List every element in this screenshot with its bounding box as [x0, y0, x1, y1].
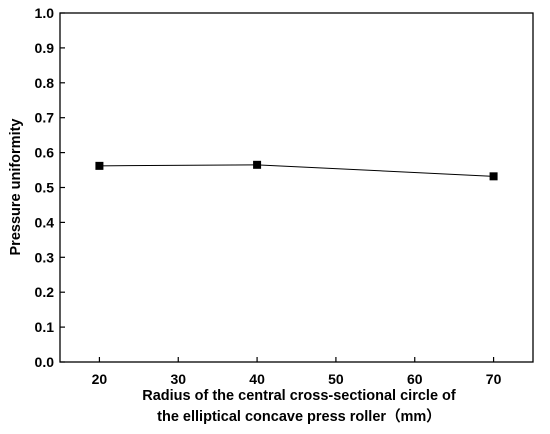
axis-ticks: [60, 12, 495, 363]
y-tick-label: 1.0: [35, 5, 55, 21]
y-tick-label: 0.7: [35, 110, 55, 126]
y-tick-label: 0.8: [35, 75, 55, 91]
series-group: [95, 160, 498, 181]
x-tick-label: 70: [486, 371, 502, 387]
y-tick-label: 0.6: [35, 145, 55, 161]
x-axis-label: Radius of the central cross-sectional ci…: [142, 388, 456, 404]
data-point: [253, 160, 262, 169]
x-tick-label: 50: [328, 371, 344, 387]
series-line: [99, 164, 494, 177]
x-tick-label: 30: [170, 371, 186, 387]
tick-labels: 0.0 0.1 0.2 0.3 0.4 0.5 0.6 0.7 0.8 0.9 1.0 20 30 40 5…: [35, 5, 502, 387]
x-axis-label-line-2: the elliptical concave press roller（mm）: [157, 407, 441, 425]
y-tick-label: 0.1: [35, 319, 55, 335]
data-point: [489, 172, 498, 181]
y-tick-label: 0.0: [35, 354, 55, 370]
plot-frame: [59, 12, 534, 363]
plot-area: [59, 12, 534, 363]
y-tick-label: 0.5: [35, 180, 55, 196]
x-tick-label: 40: [249, 371, 265, 387]
x-tick-label: 60: [407, 371, 423, 387]
y-tick-label: 0.4: [35, 214, 55, 230]
y-tick-label: 0.3: [35, 249, 55, 265]
x-tick-label: 20: [92, 371, 108, 387]
data-point: [95, 161, 104, 170]
y-tick-label: 0.9: [35, 40, 55, 56]
y-tick-label: 0.2: [35, 284, 55, 300]
y-axis-label: Pressure uniformity: [8, 119, 24, 256]
